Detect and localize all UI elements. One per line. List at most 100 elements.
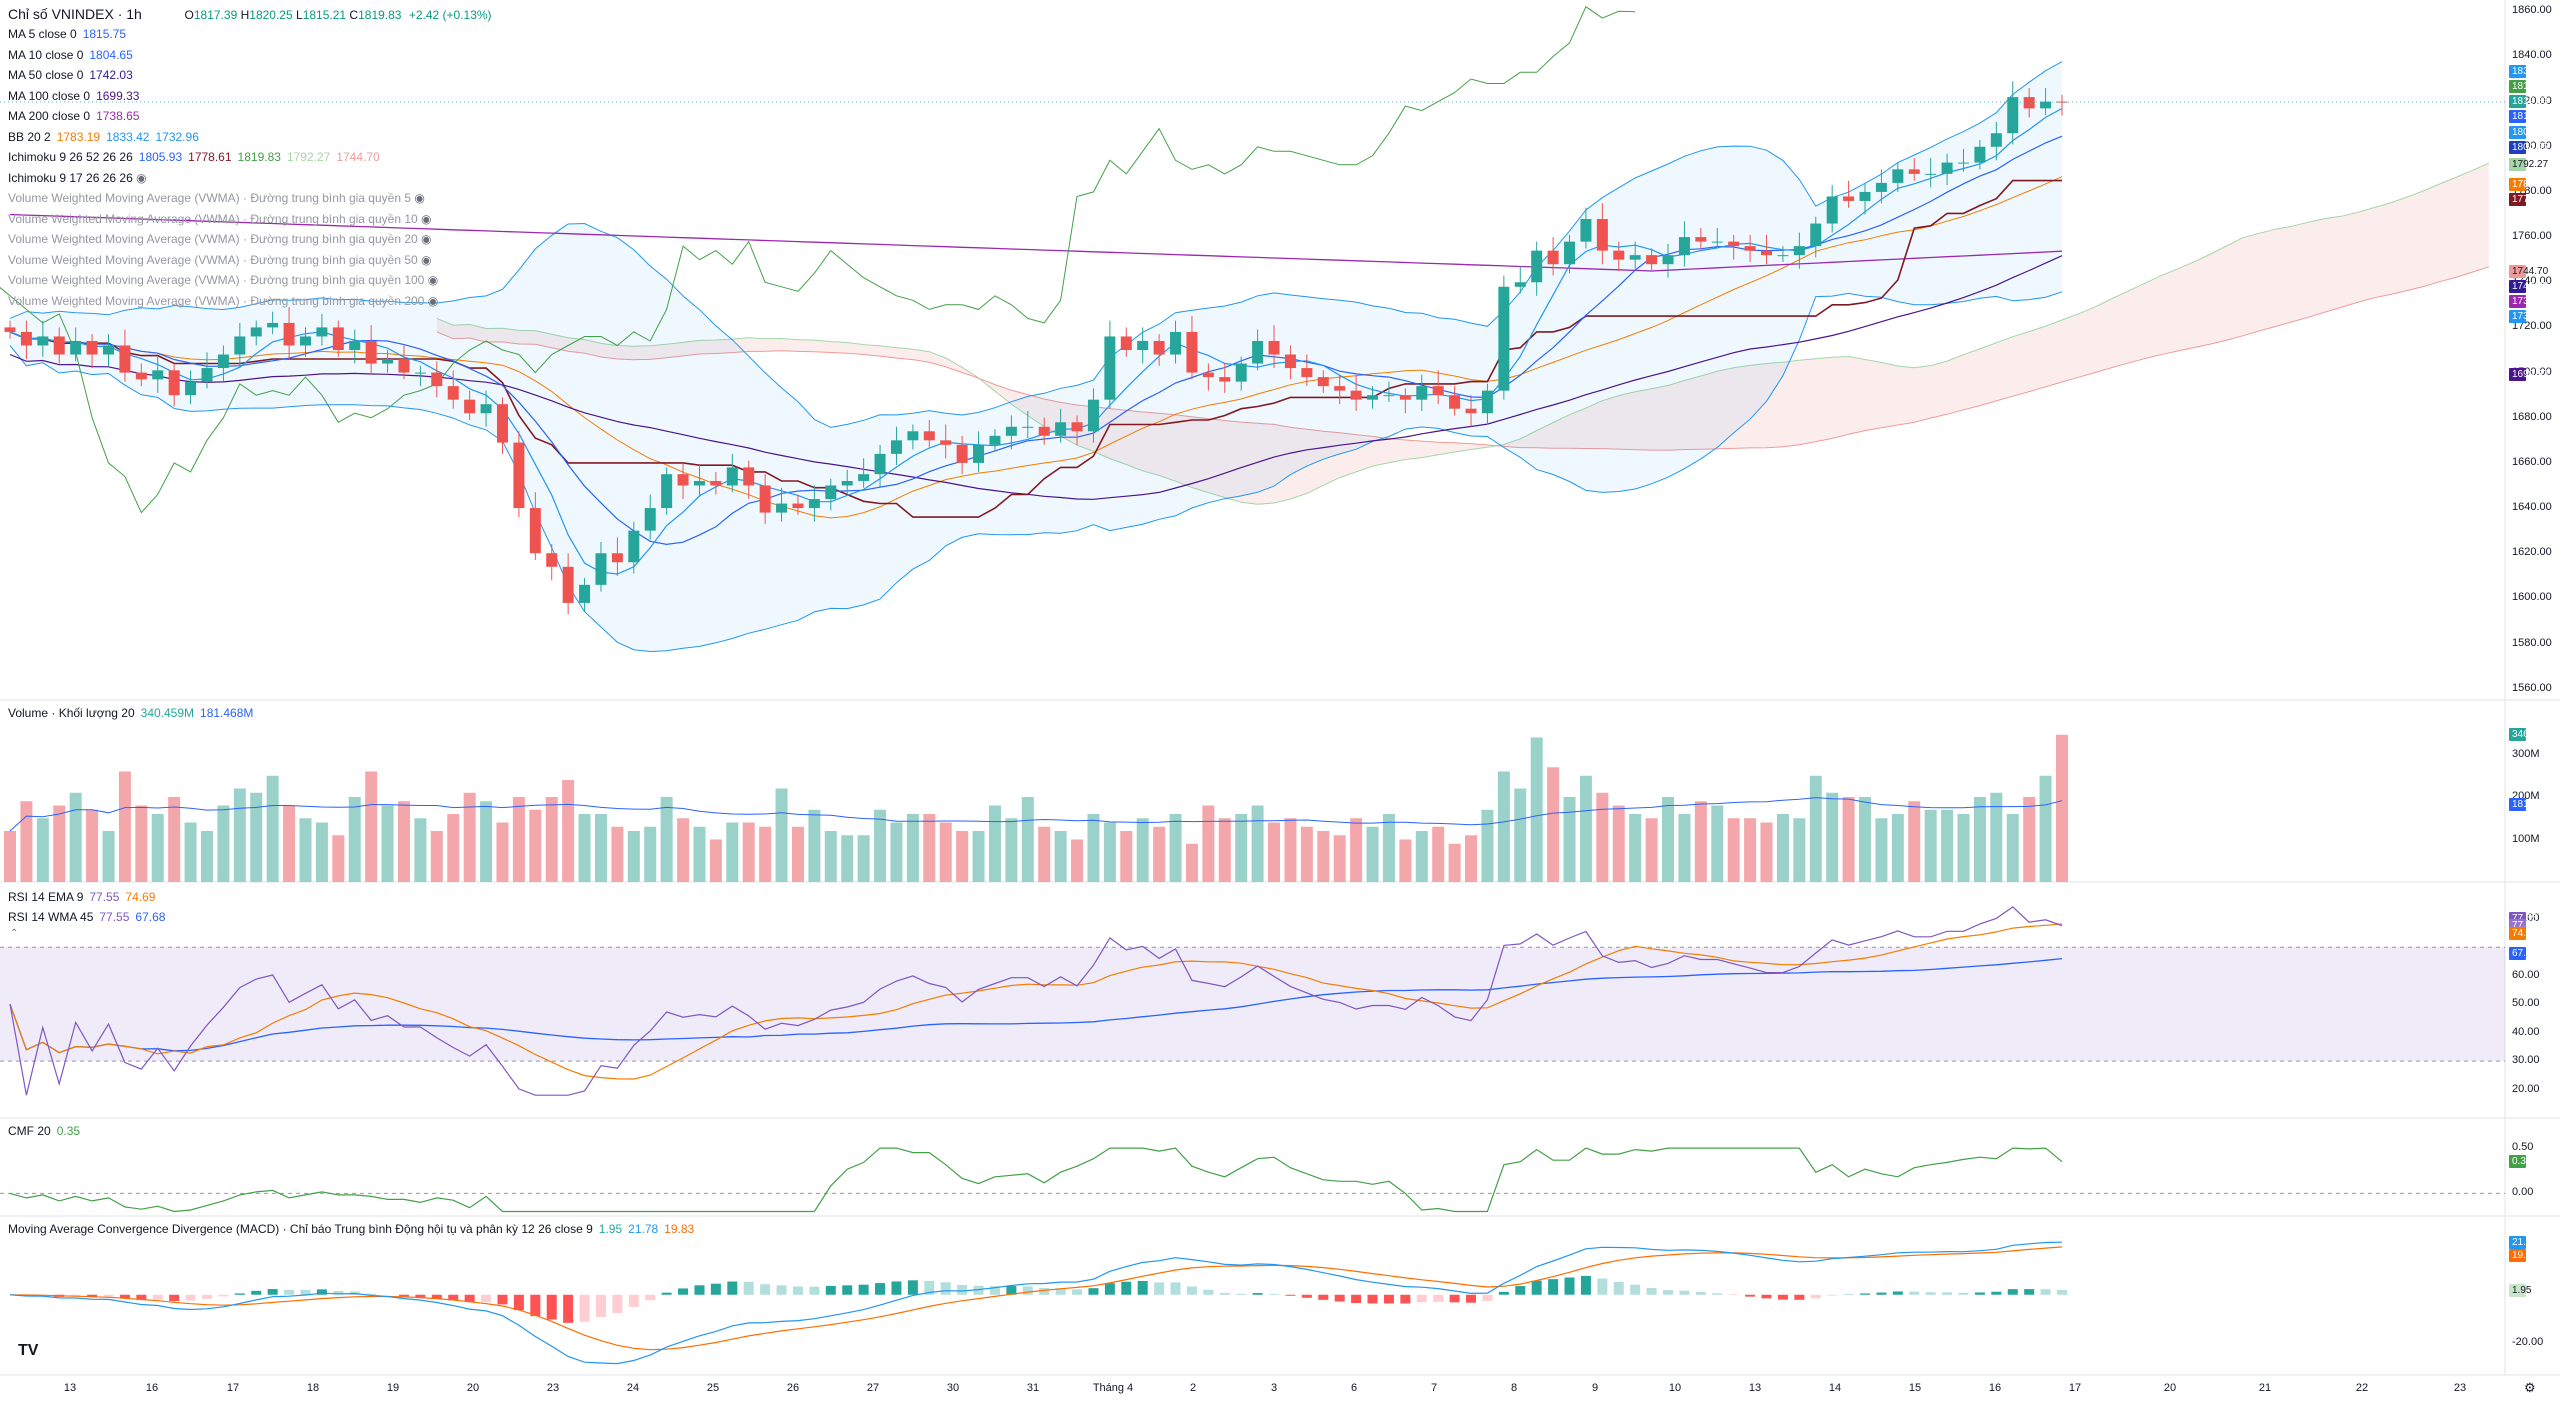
macd-histogram-bar (300, 1289, 311, 1295)
time-tick-label: 16 (1988, 1382, 2002, 1394)
eye-icon[interactable]: ◉ (417, 211, 432, 226)
candle (152, 370, 164, 380)
ichimoku-base-line (9, 179, 2062, 518)
macd-histogram-bar (1203, 1289, 1214, 1295)
macd-histogram-bar (825, 1285, 836, 1295)
legend-row[interactable]: MA 5 close 0 1815.75 (8, 24, 126, 44)
legend-value: 1732.96 (155, 129, 199, 144)
macd-histogram-bar (1548, 1279, 1559, 1295)
volume-bar (1268, 822, 1281, 882)
eye-icon[interactable]: ◉ (417, 252, 432, 267)
volume-bar (1382, 814, 1395, 882)
symbol-title[interactable]: Chỉ số VNINDEX · 1h (8, 6, 142, 22)
time-tick-label: 10 (1668, 1382, 1682, 1394)
legend-row[interactable]: Volume Weighted Moving Average (VWMA) · … (8, 250, 432, 270)
volume-bar (2056, 734, 2068, 882)
legend-row[interactable]: Ichimoku 9 17 26 26 26 ◉ (8, 168, 147, 188)
legend-row[interactable]: Volume Weighted Moving Average (VWMA) · … (8, 188, 425, 208)
collapse-chevron-icon[interactable]: ⌃ (10, 928, 19, 939)
eye-icon[interactable]: ◉ (424, 293, 439, 308)
macd-pane-title[interactable]: Moving Average Convergence Divergence (M… (8, 1222, 695, 1236)
volume-bar (1399, 839, 1412, 882)
volume-bar (1251, 805, 1264, 882)
legend-row[interactable]: MA 200 close 0 1738.65 (8, 106, 139, 126)
time-tick-label: 25 (706, 1382, 720, 1394)
eye-icon[interactable]: ◉ (132, 170, 147, 185)
ohlc-c: 1819.83 (358, 8, 402, 22)
legend-row[interactable]: BB 20 2 1783.19 1833.42 1732.96 (8, 127, 199, 147)
candle (1170, 331, 1182, 355)
candle (1843, 196, 1855, 201)
eye-icon[interactable]: ◉ (424, 273, 439, 287)
candle (874, 453, 886, 475)
volume-tag: 346.459M (2509, 728, 2556, 742)
macd-histogram-bar (1154, 1282, 1165, 1295)
volume-bar (709, 839, 722, 882)
candle (1252, 340, 1264, 364)
rsi1-pane-title[interactable]: RSI 14 EMA 9 77.55 74.69 (8, 890, 156, 904)
volume-bar (135, 805, 148, 882)
volume-pane-title[interactable]: Volume · Khối lượng 20 340.459M 181.468M (8, 706, 254, 720)
macd-histogram-bar (858, 1284, 869, 1295)
eye-icon[interactable]: ◉ (417, 232, 432, 246)
price-tag: 1819.83 (2509, 95, 2548, 109)
volume-bar (1973, 797, 1986, 882)
macd-histogram-bar (1482, 1294, 1493, 1301)
candle (234, 336, 246, 355)
settings-gear-icon[interactable]: ⚙ (2524, 1380, 2536, 1395)
volume-bar (1448, 843, 1461, 882)
legend-row[interactable]: Volume Weighted Moving Average (VWMA) · … (8, 209, 432, 229)
volume-bar (266, 775, 279, 882)
candle (1465, 408, 1477, 414)
legend-row[interactable]: MA 50 close 0 1742.03 (8, 65, 133, 85)
tradingview-logo-icon[interactable]: TV (18, 1342, 39, 1359)
candle (513, 442, 525, 509)
macd-histogram-bar (1761, 1294, 1772, 1299)
volume-bar (184, 822, 197, 882)
macd-histogram-bar (2057, 1290, 2067, 1295)
candle (776, 503, 788, 513)
eye-icon[interactable]: ◉ (411, 191, 425, 205)
volume-bar (1169, 814, 1182, 882)
volume-bar (1284, 818, 1297, 882)
volume-bar (430, 831, 443, 882)
candle (464, 399, 476, 414)
volume-bar (1645, 818, 1658, 882)
volume-tick-label: 100M (2512, 832, 2540, 845)
rsi-tag: 67.68 (2509, 947, 2537, 961)
candle (792, 503, 804, 509)
volume-bar (1103, 822, 1116, 882)
rsi2-pane-title[interactable]: RSI 14 WMA 45 77.55 67.68 (8, 910, 166, 924)
time-tick-label: 8 (1510, 1382, 1518, 1394)
macd-histogram-bar (1318, 1294, 1329, 1300)
macd-histogram-bar (1400, 1294, 1411, 1304)
volume-bar (1202, 805, 1215, 882)
legend-row[interactable]: Volume Weighted Moving Average (VWMA) · … (8, 291, 438, 311)
price-tag: 1792.27 (2509, 157, 2548, 171)
volume-bar (1071, 839, 1084, 882)
ichimoku-span-b (436, 266, 2489, 451)
candle (1498, 286, 1510, 391)
legend-row[interactable]: Volume Weighted Moving Average (VWMA) · … (8, 229, 432, 249)
macd-histogram-bar (1022, 1286, 1033, 1295)
volume-bar (1711, 805, 1724, 882)
legend-row[interactable]: Volume Weighted Moving Average (VWMA) · … (8, 270, 438, 290)
macd-histogram-bar (727, 1281, 738, 1295)
volume-bar (1612, 805, 1625, 882)
cmf-pane-title[interactable]: CMF 20 0.35 (8, 1124, 81, 1138)
macd-histogram-bar (924, 1280, 935, 1295)
volume-bar (742, 822, 755, 882)
cmf-tick-label: 0.00 (2512, 1186, 2534, 1199)
volume-bar (1120, 831, 1133, 882)
candle (1662, 255, 1674, 265)
macd-histogram-bar (1137, 1280, 1148, 1295)
volume-bar (414, 818, 427, 882)
price-tag: 1805.93 (2509, 125, 2548, 139)
bollinger-basis (9, 176, 2063, 519)
legend-row[interactable]: MA 100 close 0 1699.33 (8, 86, 139, 106)
legend-row[interactable]: Ichimoku 9 26 52 26 26 1805.93 1778.61 1819… (8, 147, 380, 167)
candle (1449, 395, 1461, 409)
legend-row[interactable]: MA 10 close 0 1804.65 (8, 45, 133, 65)
ichimoku-lagging-span (0, 6, 1636, 514)
